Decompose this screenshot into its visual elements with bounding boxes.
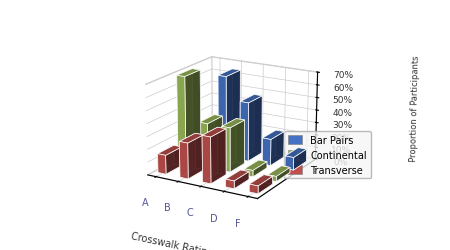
Legend: Bar Pairs, Continental, Transverse: Bar Pairs, Continental, Transverse [284, 132, 371, 179]
X-axis label: Crosswalk Rating: Crosswalk Rating [130, 230, 213, 250]
